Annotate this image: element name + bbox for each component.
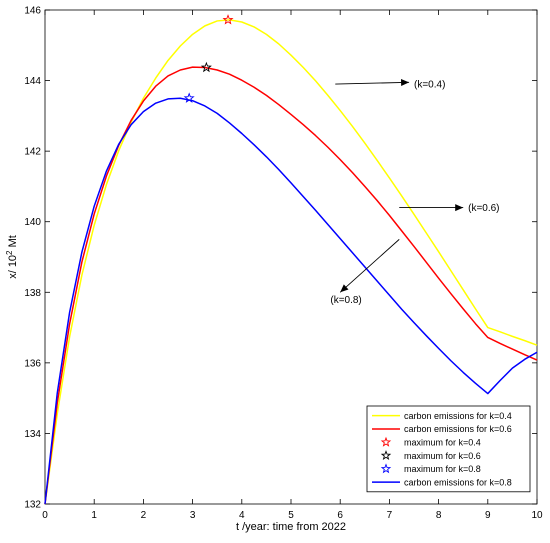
maximum-star-marker xyxy=(222,14,234,25)
legend-box xyxy=(366,405,531,493)
series-layer xyxy=(44,19,538,505)
legend-label: maximum for k=0.6 xyxy=(404,451,481,461)
y-tick-label: 132 xyxy=(24,500,41,511)
y-tick-label: 138 xyxy=(24,288,41,299)
legend-label: maximum for k=0.8 xyxy=(404,464,481,474)
x-tick-label: 7 xyxy=(387,510,393,521)
x-tick-label: 0 xyxy=(42,510,48,521)
annotation-arrowhead xyxy=(455,204,464,212)
legend-label: carbon emissions for k=0.4 xyxy=(404,411,512,421)
y-axis-label-exponent: 2 xyxy=(5,250,14,255)
maximum-star-marker xyxy=(200,61,212,73)
x-axis-label: t /year: time from 2022 xyxy=(236,521,346,533)
x-tick-label: 10 xyxy=(531,510,543,521)
x-tick-label: 5 xyxy=(288,510,294,521)
y-axis-label-prefix: x/ 10 xyxy=(7,255,19,279)
x-tick-label: 1 xyxy=(91,510,97,521)
legend-label: maximum for k=0.4 xyxy=(404,437,481,447)
axis-ticks: 0 1 2 3 4 5 6 7 8 9 10 132 134 136 138 140 142 144 146 xyxy=(24,6,543,522)
x-tick-label: 8 xyxy=(436,510,442,521)
annotation-arrowhead xyxy=(340,284,349,293)
x-tick-label: 6 xyxy=(337,510,343,521)
y-axis-label: x/ 102 Mt xyxy=(5,235,19,279)
y-tick-label: 134 xyxy=(24,429,41,440)
maximum-star-marker xyxy=(183,92,195,103)
annotation-arrowhead xyxy=(400,79,410,87)
x-tick-label: 9 xyxy=(485,510,491,521)
x-tick-label: 3 xyxy=(190,510,196,521)
annotation-label: (k=0.8) xyxy=(330,295,361,306)
legend-star-swatch xyxy=(380,450,392,460)
series-line xyxy=(44,97,538,505)
y-tick-label: 144 xyxy=(24,76,41,87)
legend-star-swatch xyxy=(380,463,392,474)
legend-star-swatch xyxy=(380,436,392,447)
y-tick-label: 142 xyxy=(24,147,41,158)
annotation-label: (k=0.4) xyxy=(414,80,445,91)
legend-label: carbon emissions for k=0.8 xyxy=(404,477,512,487)
series-line xyxy=(44,66,538,505)
annotation-label: (k=0.6) xyxy=(468,203,499,214)
x-tick-label: 2 xyxy=(141,510,147,521)
y-tick-label: 146 xyxy=(24,6,41,17)
legend: carbon emissions for k=0.4 carbon emissio… xyxy=(366,405,531,493)
annotation-arrow-line xyxy=(339,239,400,293)
y-tick-label: 136 xyxy=(24,358,41,369)
annotation-arrow-line xyxy=(335,81,410,85)
maxima-layer xyxy=(183,14,234,103)
y-axis-label-suffix: Mt xyxy=(7,235,19,250)
x-tick-label: 4 xyxy=(239,510,245,521)
legend-label: carbon emissions for k=0.6 xyxy=(404,424,512,434)
y-tick-label: 140 xyxy=(24,217,41,228)
annotation-layer: (k=0.4) (k=0.6) (k=0.8) xyxy=(330,79,500,306)
